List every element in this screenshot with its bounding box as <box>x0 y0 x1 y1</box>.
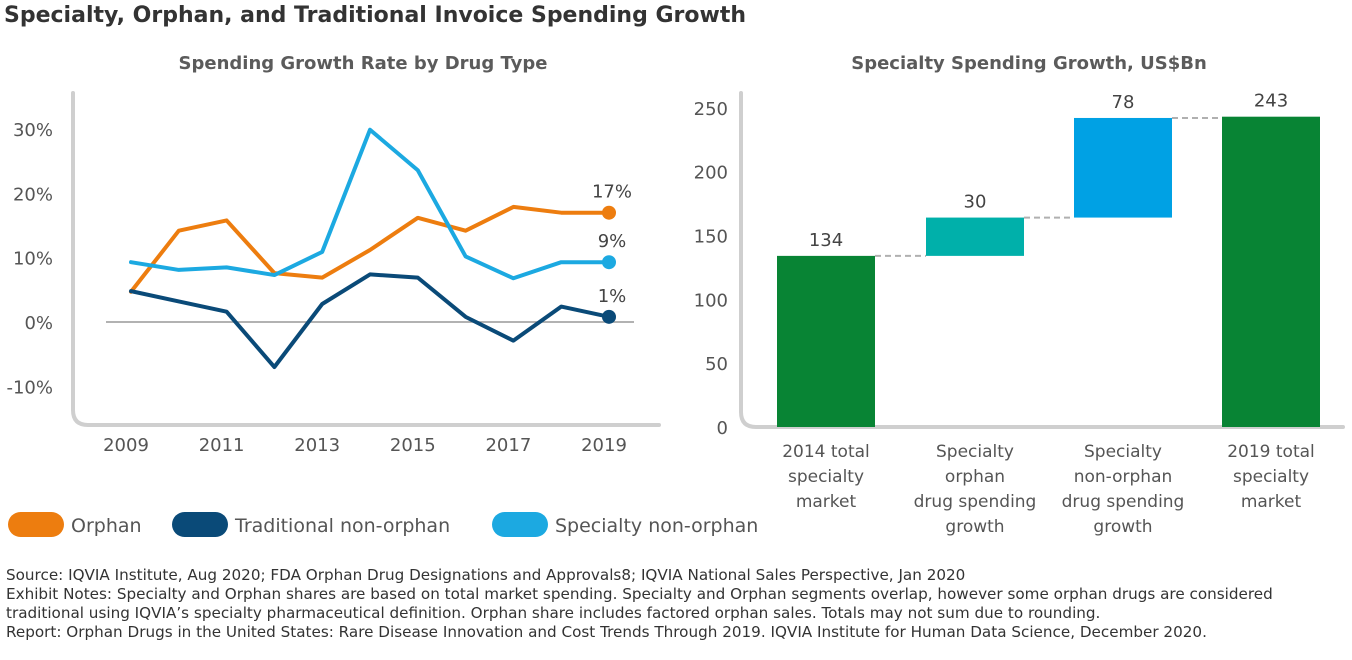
line-chart-title: Spending Growth Rate by Drug Type <box>179 53 548 74</box>
x-tick-label: 2015 <box>390 435 436 456</box>
waterfall-chart: Specialty Spending Growth, US$Bn 0 50 100 1… <box>694 53 1345 537</box>
line-chart-series: 17% 1% 9% <box>129 127 632 370</box>
series-end-label: 17% <box>592 182 632 203</box>
page-title: Specialty, Orphan, and Traditional Invoi… <box>4 3 746 28</box>
waterfall-bar <box>1222 116 1320 428</box>
x-tick-label: 2017 <box>485 435 531 456</box>
legend-item: Orphan <box>8 512 142 537</box>
line-chart-x-axis: 2009 2011 2013 2015 2017 2019 <box>103 435 627 456</box>
y-tick-label: 20% <box>13 184 53 205</box>
series-end-label: 9% <box>598 231 627 252</box>
waterfall-y-axis: 0 50 100 150 200 250 <box>694 99 728 439</box>
y-tick-label: 0 <box>717 418 728 439</box>
y-tick-label: 200 <box>694 163 728 184</box>
waterfall-chart-frame <box>739 91 1345 429</box>
waterfall-bars: 134 30 78 243 <box>777 91 1320 428</box>
y-tick-label: -10% <box>6 377 53 398</box>
waterfall-category-label: drug spending <box>914 492 1037 512</box>
waterfall-value-label: 134 <box>809 230 843 251</box>
legend-item: Specialty non-orphan <box>492 512 758 537</box>
waterfall-bar <box>777 255 875 427</box>
waterfall-category-label: growth <box>1093 517 1152 537</box>
figure-canvas: Specialty, Orphan, and Traditional Invoi… <box>4 3 1345 537</box>
waterfall-category-label: growth <box>945 517 1004 537</box>
waterfall-value-label: 243 <box>1254 91 1288 112</box>
legend: Orphan Traditional non-orphan Specialty no… <box>8 512 758 537</box>
series-end-marker <box>602 255 616 270</box>
series-line <box>129 204 611 294</box>
y-tick-label: 10% <box>13 249 53 270</box>
waterfall-category-label: specialty <box>788 467 864 487</box>
waterfall-category-label: orphan <box>945 467 1005 487</box>
source-note: Source: IQVIA Institute, Aug 2020; FDA O… <box>6 566 966 584</box>
y-tick-label: 250 <box>694 99 728 120</box>
legend-swatch <box>492 512 548 537</box>
line-chart-y-axis: 30% 20% 10% 0% -10% <box>6 120 53 398</box>
series-line <box>129 272 611 370</box>
waterfall-category-label: drug spending <box>1062 492 1185 512</box>
report-note: Report: Orphan Drugs in the United State… <box>6 623 1207 641</box>
waterfall-bar-group: 78 <box>1074 92 1172 218</box>
waterfall-category-label: 2014 total <box>782 442 870 462</box>
waterfall-bar-group: 134 <box>777 230 875 427</box>
series-specialty-non-orphan: 9% <box>129 127 627 281</box>
x-tick-label: 2013 <box>294 435 340 456</box>
series-end-marker <box>602 205 616 220</box>
y-tick-label: 30% <box>13 120 53 141</box>
x-tick-label: 2011 <box>199 435 245 456</box>
line-chart-frame <box>71 91 661 427</box>
footnotes: Source: IQVIA Institute, Aug 2020; FDA O… <box>6 566 1346 642</box>
x-tick-label: 2009 <box>103 435 149 456</box>
waterfall-value-label: 78 <box>1112 92 1135 113</box>
waterfall-value-label: 30 <box>964 192 987 213</box>
series-orphan: 17% <box>129 182 632 294</box>
waterfall-bar-group: 30 <box>926 192 1024 256</box>
legend-swatch <box>8 512 64 537</box>
y-tick-label: 0% <box>24 313 53 334</box>
waterfall-category-label: non-orphan <box>1074 467 1173 487</box>
waterfall-chart-title: Specialty Spending Growth, US$Bn <box>851 53 1207 74</box>
y-tick-label: 50 <box>705 354 728 375</box>
x-tick-label: 2019 <box>581 435 627 456</box>
legend-label: Specialty non-orphan <box>555 515 758 537</box>
waterfall-x-axis: 2014 total specialty market Specialty orphan… <box>782 442 1315 537</box>
waterfall-category-label: market <box>796 492 857 512</box>
series-end-label: 1% <box>598 286 627 307</box>
y-tick-label: 150 <box>694 226 728 247</box>
waterfall-category-label: Specialty <box>1084 442 1162 462</box>
legend-swatch <box>172 512 228 537</box>
y-tick-label: 100 <box>694 290 728 311</box>
waterfall-category-label: Specialty <box>936 442 1014 462</box>
legend-item: Traditional non-orphan <box>172 512 450 537</box>
waterfall-category-label: 2019 total <box>1227 442 1315 462</box>
waterfall-bar-group: 243 <box>1222 91 1320 428</box>
legend-label: Orphan <box>71 515 142 537</box>
exhibit-note: Exhibit Notes: Specialty and Orphan shar… <box>6 585 1273 622</box>
waterfall-connectors <box>875 116 1222 257</box>
waterfall-category-label: market <box>1241 492 1302 512</box>
series-line <box>129 127 611 281</box>
line-chart: Spending Growth Rate by Drug Type 30% 20%… <box>6 53 661 456</box>
waterfall-category-label: specialty <box>1233 467 1309 487</box>
legend-label: Traditional non-orphan <box>234 515 450 537</box>
waterfall-bar <box>926 217 1024 256</box>
waterfall-bar <box>1074 117 1172 218</box>
series-traditional-non-orphan: 1% <box>129 272 627 370</box>
series-end-marker <box>602 309 616 324</box>
